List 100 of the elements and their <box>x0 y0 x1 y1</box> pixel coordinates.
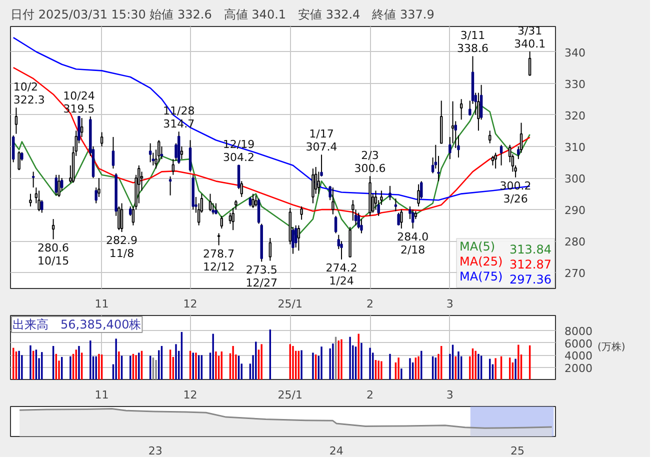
candlestick <box>332 186 334 215</box>
candlestick <box>188 140 192 172</box>
candlestick <box>214 202 218 215</box>
candlestick <box>80 118 84 138</box>
candlestick <box>180 146 184 160</box>
candlestick <box>488 130 492 144</box>
candlestick <box>248 196 252 207</box>
candlestick <box>357 212 360 230</box>
candlestick <box>52 218 55 240</box>
candlestick <box>252 193 254 209</box>
annotation: 282.9 11/8 <box>106 234 138 260</box>
annotation: 278.7 12/12 <box>202 247 235 274</box>
candlestick <box>257 198 260 224</box>
candlestick <box>228 212 232 224</box>
candlestick <box>494 152 497 170</box>
candlestick <box>240 180 243 198</box>
annotation: 3/31 340.1 <box>514 24 546 50</box>
text: MA(75) <box>460 270 503 284</box>
x-tick-label: 3 <box>446 388 454 402</box>
annotation: 284.0 2/18 <box>397 230 429 257</box>
candlestick <box>491 155 494 166</box>
candlestick <box>448 136 452 160</box>
candlestick <box>220 215 224 230</box>
y-tick-label: 4000 <box>564 350 592 363</box>
y-tick-label: 330 <box>564 78 586 91</box>
x-tick-label: 12 <box>183 388 198 402</box>
y-tick-label: 310 <box>564 140 586 154</box>
candlestick <box>397 212 400 226</box>
candlestick <box>234 200 238 210</box>
y-tick-label: 270 <box>564 267 586 280</box>
candlestick <box>417 184 420 207</box>
candlestick <box>172 158 174 176</box>
y-tick-label: 340 <box>564 46 586 60</box>
candlestick <box>112 136 115 170</box>
x-tick-label: 25/1 <box>278 298 302 310</box>
candlestick <box>40 200 44 214</box>
candlestick <box>451 100 454 144</box>
text: MA(25) <box>460 254 503 268</box>
y-tick-label: 320 <box>564 109 586 122</box>
y-tick-label: 8000 <box>564 325 592 338</box>
candlestick <box>388 185 392 201</box>
annotation: 273.5 12/27 <box>246 264 278 290</box>
candlestick <box>460 98 463 120</box>
candlestick <box>400 209 403 230</box>
x-tick-label: 2 <box>366 388 374 402</box>
candlestick <box>38 190 40 212</box>
text: MA(5) <box>460 240 496 254</box>
candlestick <box>14 107 18 134</box>
annotation: 10/2 322.3 <box>13 80 45 107</box>
candlestick <box>58 174 60 198</box>
candlestick <box>297 224 300 252</box>
candlestick <box>437 155 440 182</box>
x-tick-label: 11 <box>94 388 109 402</box>
y-tick-label: 6000 <box>564 337 592 350</box>
chart-title: 日付 2025/03/31 15:30 始値 332.6 高値 340.1 安値 332.4 終値 337.9 <box>10 8 434 22</box>
candlestick <box>140 171 144 192</box>
candlestick <box>32 171 35 188</box>
candlestick <box>18 150 20 171</box>
chart-title: 出来高 56,385,400株 <box>12 318 142 332</box>
candlestick <box>100 132 104 147</box>
x-tick-label: 23 <box>148 444 162 458</box>
x-tick-label: 25/1 <box>278 388 302 402</box>
annotation: 3/11 338.6 <box>457 29 489 56</box>
x-tick-label: 24 <box>329 444 344 458</box>
candlestick <box>268 237 272 262</box>
candlestick <box>317 171 320 194</box>
x-tick-label: 2 <box>366 298 374 310</box>
candlestick <box>334 215 338 234</box>
annotation: 312.87 <box>510 258 552 272</box>
annotation: 280.6 10/15 <box>37 241 70 268</box>
candlestick <box>12 134 15 163</box>
annotation: 1/17 307.4 <box>306 128 338 154</box>
annotation: 297.36 <box>510 272 552 286</box>
candlestick <box>300 206 303 220</box>
candlestick <box>394 198 398 212</box>
candlestick <box>411 209 414 230</box>
line-series <box>12 66 530 218</box>
x-tick-label: 12 <box>183 298 198 310</box>
candlestick <box>168 176 172 196</box>
x-tick-label: 3 <box>446 298 454 310</box>
annotation: 2/3 300.6 <box>354 149 386 176</box>
candlestick <box>217 232 220 246</box>
y-tick-label: 290 <box>564 204 586 218</box>
candlestick <box>528 50 532 76</box>
candlestick <box>232 208 234 231</box>
annotation: 313.84 <box>510 242 552 256</box>
annotation: 274.2 1/24 <box>326 261 358 288</box>
candlestick <box>208 193 212 212</box>
candlestick <box>500 144 503 166</box>
candlestick <box>312 168 314 204</box>
y-tick-label: 280 <box>564 236 586 249</box>
y-tick-label: 2000 <box>564 362 592 375</box>
candlestick <box>148 142 152 163</box>
candlestick <box>54 174 58 196</box>
y-axis-title: (万株) <box>597 341 626 353</box>
candlestick <box>120 202 124 232</box>
x-tick-label: 25 <box>510 444 524 458</box>
x-tick-label: 11 <box>94 298 109 310</box>
candlestick <box>29 193 32 207</box>
y-tick-label: 300 <box>564 172 586 186</box>
